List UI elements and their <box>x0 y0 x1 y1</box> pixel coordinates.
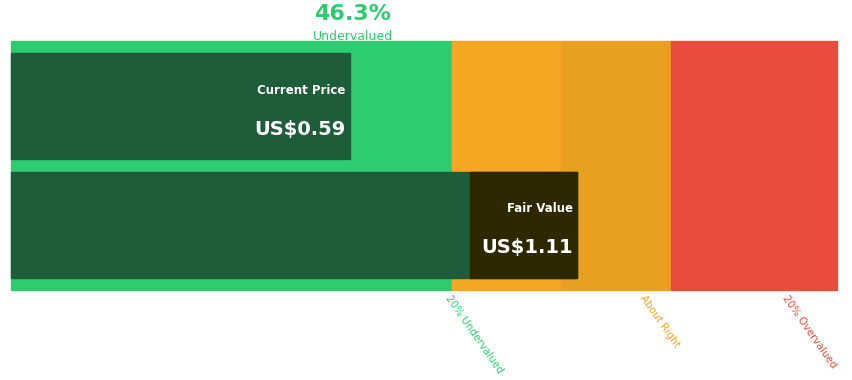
Text: Undervalued: Undervalued <box>312 30 392 43</box>
Bar <box>671 41 837 290</box>
Bar <box>11 41 451 290</box>
Text: Fair Value: Fair Value <box>506 202 573 215</box>
Text: About Right: About Right <box>637 293 681 349</box>
Text: 20% Undervalued: 20% Undervalued <box>443 293 504 375</box>
Bar <box>11 171 577 278</box>
Text: US$1.11: US$1.11 <box>481 239 573 258</box>
Text: 20% Overvalued: 20% Overvalued <box>779 293 837 370</box>
Text: Current Price: Current Price <box>257 84 345 97</box>
Bar <box>451 41 561 290</box>
Bar <box>561 41 671 290</box>
Bar <box>11 53 349 159</box>
Bar <box>469 171 577 278</box>
Text: US$0.59: US$0.59 <box>254 120 345 139</box>
Text: 46.3%: 46.3% <box>314 4 391 24</box>
